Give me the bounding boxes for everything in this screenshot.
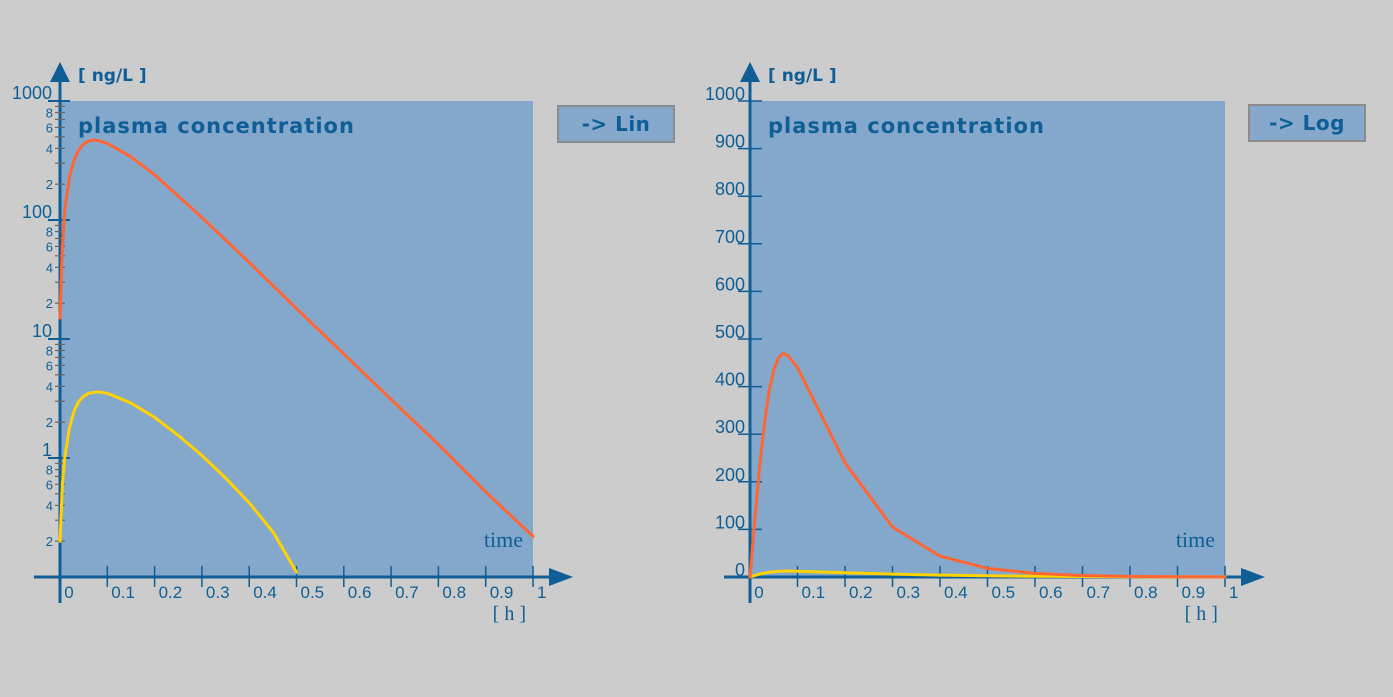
y-major-tick-label: 1000 bbox=[12, 83, 52, 103]
x-axis-annotation: time bbox=[1176, 527, 1215, 552]
y-tick-label: 600 bbox=[715, 274, 745, 294]
x-tick-label: 0.9 bbox=[490, 583, 514, 602]
y-minor-tick-label: 8 bbox=[46, 106, 53, 121]
series-line-orange bbox=[58, 138, 535, 538]
x-tick-label: 0 bbox=[64, 583, 73, 602]
y-tick-label: 400 bbox=[715, 370, 745, 390]
y-minor-tick-label: 4 bbox=[46, 141, 53, 156]
y-major-tick-label: 100 bbox=[22, 202, 52, 222]
x-tick-label: 0.9 bbox=[1182, 583, 1206, 602]
y-tick-label: 500 bbox=[715, 322, 745, 342]
y-minor-tick-label: 6 bbox=[46, 120, 53, 135]
y-axis-arrow-icon bbox=[740, 62, 760, 82]
y-tick-label: 700 bbox=[715, 227, 745, 247]
y-major-tick-label: 10 bbox=[32, 321, 52, 341]
y-minor-tick-label: 8 bbox=[46, 344, 53, 359]
x-tick-label: 0.6 bbox=[1039, 583, 1063, 602]
chart-title: plasma concentration bbox=[78, 114, 355, 138]
plot-area bbox=[750, 101, 1225, 577]
y-minor-tick-label: 2 bbox=[46, 534, 53, 549]
x-tick-label: 0.8 bbox=[442, 583, 466, 602]
x-tick-label: 1 bbox=[1229, 583, 1238, 602]
switch-to-log-button[interactable]: -> Log bbox=[1248, 104, 1366, 142]
x-tick-label: 0.5 bbox=[301, 583, 325, 602]
y-minor-tick-label: 4 bbox=[46, 379, 53, 394]
y-minor-tick-label: 8 bbox=[46, 225, 53, 240]
y-tick-label: 1000 bbox=[705, 84, 745, 104]
x-axis-annotation: time bbox=[484, 527, 523, 552]
x-tick-label: 0.5 bbox=[992, 583, 1016, 602]
switch-to-linear-button[interactable]: -> Lin bbox=[557, 105, 675, 143]
chart-title: plasma concentration bbox=[768, 114, 1045, 138]
x-tick-label: 0.1 bbox=[111, 583, 135, 602]
x-tick-label: 0.2 bbox=[849, 583, 873, 602]
y-tick-label: 900 bbox=[715, 132, 745, 152]
x-tick-label: 0.8 bbox=[1134, 583, 1158, 602]
log-chart: plasma concentration [ ng/L ] time [ h ] 0 0.… bbox=[12, 62, 573, 625]
y-tick-label: 300 bbox=[715, 417, 745, 437]
y-tick-label: 100 bbox=[715, 512, 745, 532]
y-tick-label: 0 bbox=[735, 560, 745, 580]
y-minor-tick-label: 2 bbox=[46, 296, 53, 311]
x-tick-label: 0.3 bbox=[206, 583, 230, 602]
x-axis-unit: [ h ] bbox=[1185, 603, 1218, 625]
x-tick-label: 1 bbox=[537, 583, 546, 602]
y-minor-tick-label: 2 bbox=[46, 177, 53, 192]
y-axis-arrow-icon bbox=[50, 62, 70, 82]
linear-chart: plasma concentration [ ng/L ] time [ h ] 0 0.… bbox=[705, 62, 1265, 625]
y-major-tick-label: 1 bbox=[42, 440, 52, 460]
y-tick-label: 800 bbox=[715, 179, 745, 199]
x-tick-label: 0.3 bbox=[897, 583, 921, 602]
x-tick-label: 0.4 bbox=[253, 583, 277, 602]
x-axis-unit: [ h ] bbox=[493, 603, 526, 625]
x-tick-label: 0.6 bbox=[348, 583, 372, 602]
y-minor-tick-label: 4 bbox=[46, 260, 53, 275]
y-minor-tick-label: 2 bbox=[46, 415, 53, 430]
y-minor-tick-label: 8 bbox=[46, 463, 53, 478]
plot-area bbox=[60, 101, 533, 577]
series-line-yellow bbox=[58, 390, 298, 574]
y-minor-tick-label: 6 bbox=[46, 358, 53, 373]
x-tick-label: 0.4 bbox=[944, 583, 968, 602]
y-axis-unit: [ ng/L ] bbox=[768, 66, 837, 86]
x-tick-label: 0.2 bbox=[159, 583, 183, 602]
series-line-orange bbox=[748, 351, 1227, 579]
y-minor-tick-label: 4 bbox=[46, 498, 53, 513]
y-minor-tick-label: 6 bbox=[46, 239, 53, 254]
x-tick-label: 0.1 bbox=[802, 583, 826, 602]
y-minor-tick-label: 6 bbox=[46, 477, 53, 492]
y-tick-label: 200 bbox=[715, 465, 745, 485]
x-axis-arrow-icon bbox=[549, 568, 573, 586]
y-axis-unit: [ ng/L ] bbox=[78, 66, 147, 86]
x-tick-label: 0.7 bbox=[395, 583, 419, 602]
x-tick-label: 0 bbox=[754, 583, 763, 602]
x-axis-arrow-icon bbox=[1241, 568, 1265, 586]
x-tick-label: 0.7 bbox=[1087, 583, 1111, 602]
